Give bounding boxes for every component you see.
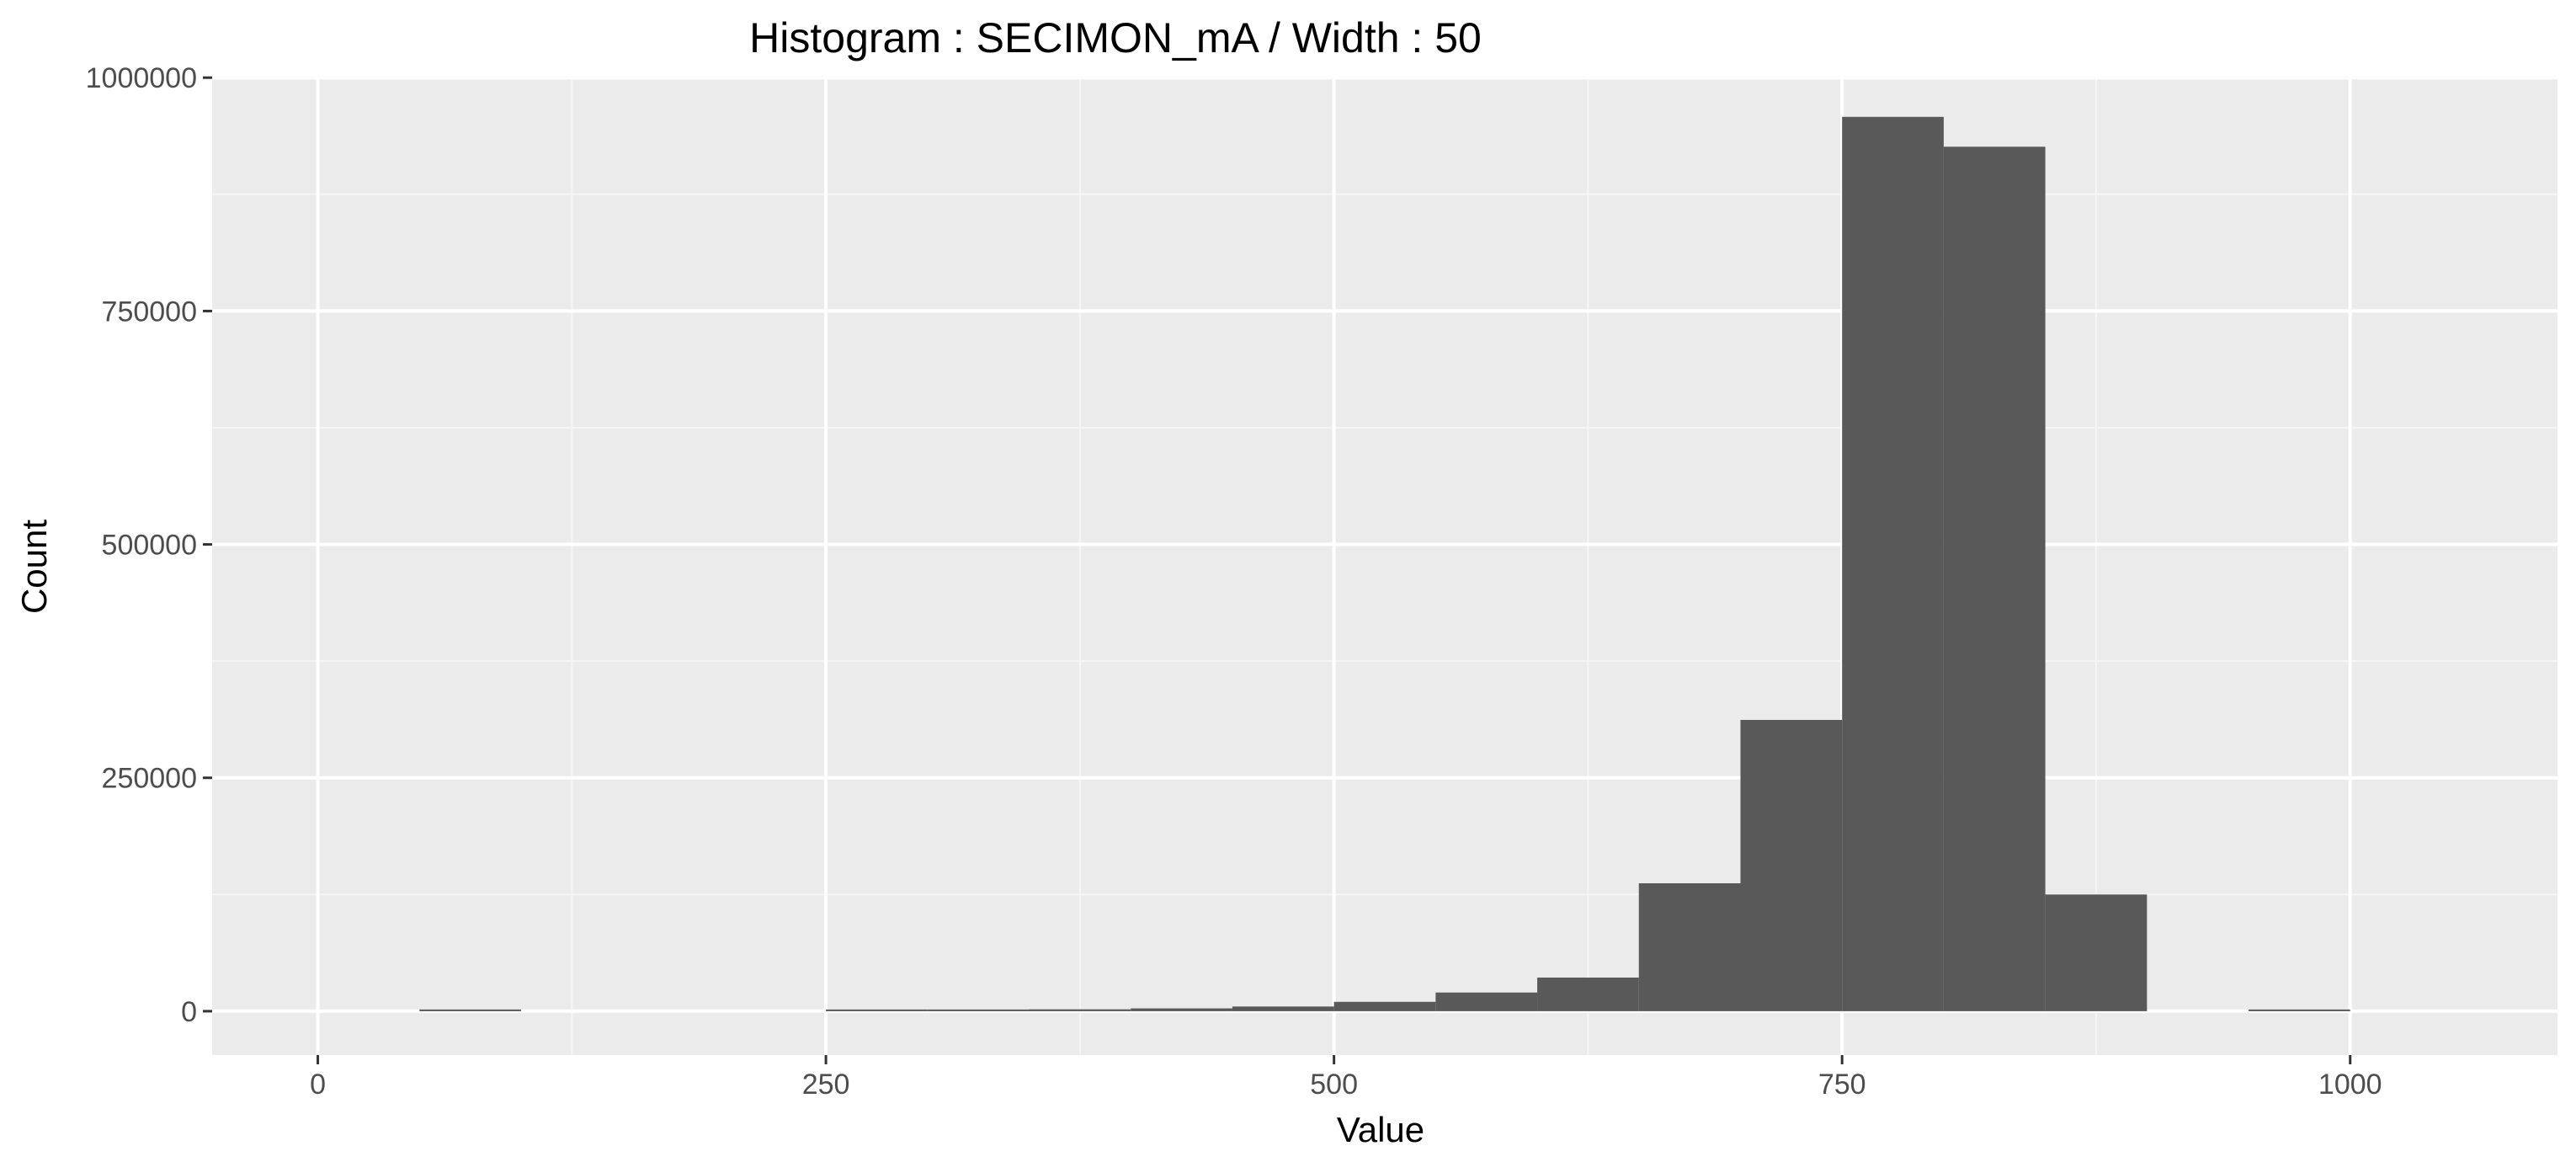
histogram-bar [419,1009,521,1011]
x-axis: 0 250 500 750 1000 [310,1055,2382,1101]
minor-gridlines [212,76,2557,1055]
histogram-bar [1029,1009,1131,1011]
histogram-bar [1740,719,1843,1011]
histogram-bar [1333,1001,1436,1011]
histogram-bar [927,1009,1030,1011]
x-axis-title: Value [1337,1110,1424,1149]
y-tick-label: 250000 [102,763,197,795]
plot-panel [212,76,2557,1055]
histogram-bar [1943,147,2046,1011]
histogram-bar [1131,1008,1232,1011]
x-tick-label: 250 [802,1069,850,1101]
x-tick-label: 500 [1310,1069,1358,1101]
histogram-bar [1638,883,1741,1011]
histogram-bar [2249,1009,2350,1011]
x-tick-label: 750 [1818,1069,1866,1101]
histogram-bars [419,116,2350,1011]
y-tick-label: 750000 [102,296,197,328]
y-tick-label: 1000000 [86,62,197,94]
histogram-bar [1232,1006,1334,1011]
x-tick-label: 1000 [2318,1069,2382,1101]
histogram-bar [826,1009,928,1011]
histogram-bar [1842,116,1944,1011]
y-axis: 0 250000 500000 750000 1000000 [86,62,212,1028]
chart-title: Histogram : SECIMON_mA / Width : 50 [749,14,1482,61]
histogram-bar [2045,894,2148,1011]
histogram-bar [1435,992,1538,1011]
histogram-bar [1537,977,1639,1011]
x-tick-label: 0 [310,1069,326,1101]
y-tick-label: 0 [181,996,197,1028]
y-tick-label: 500000 [102,530,197,562]
y-axis-title: Count [14,520,54,614]
